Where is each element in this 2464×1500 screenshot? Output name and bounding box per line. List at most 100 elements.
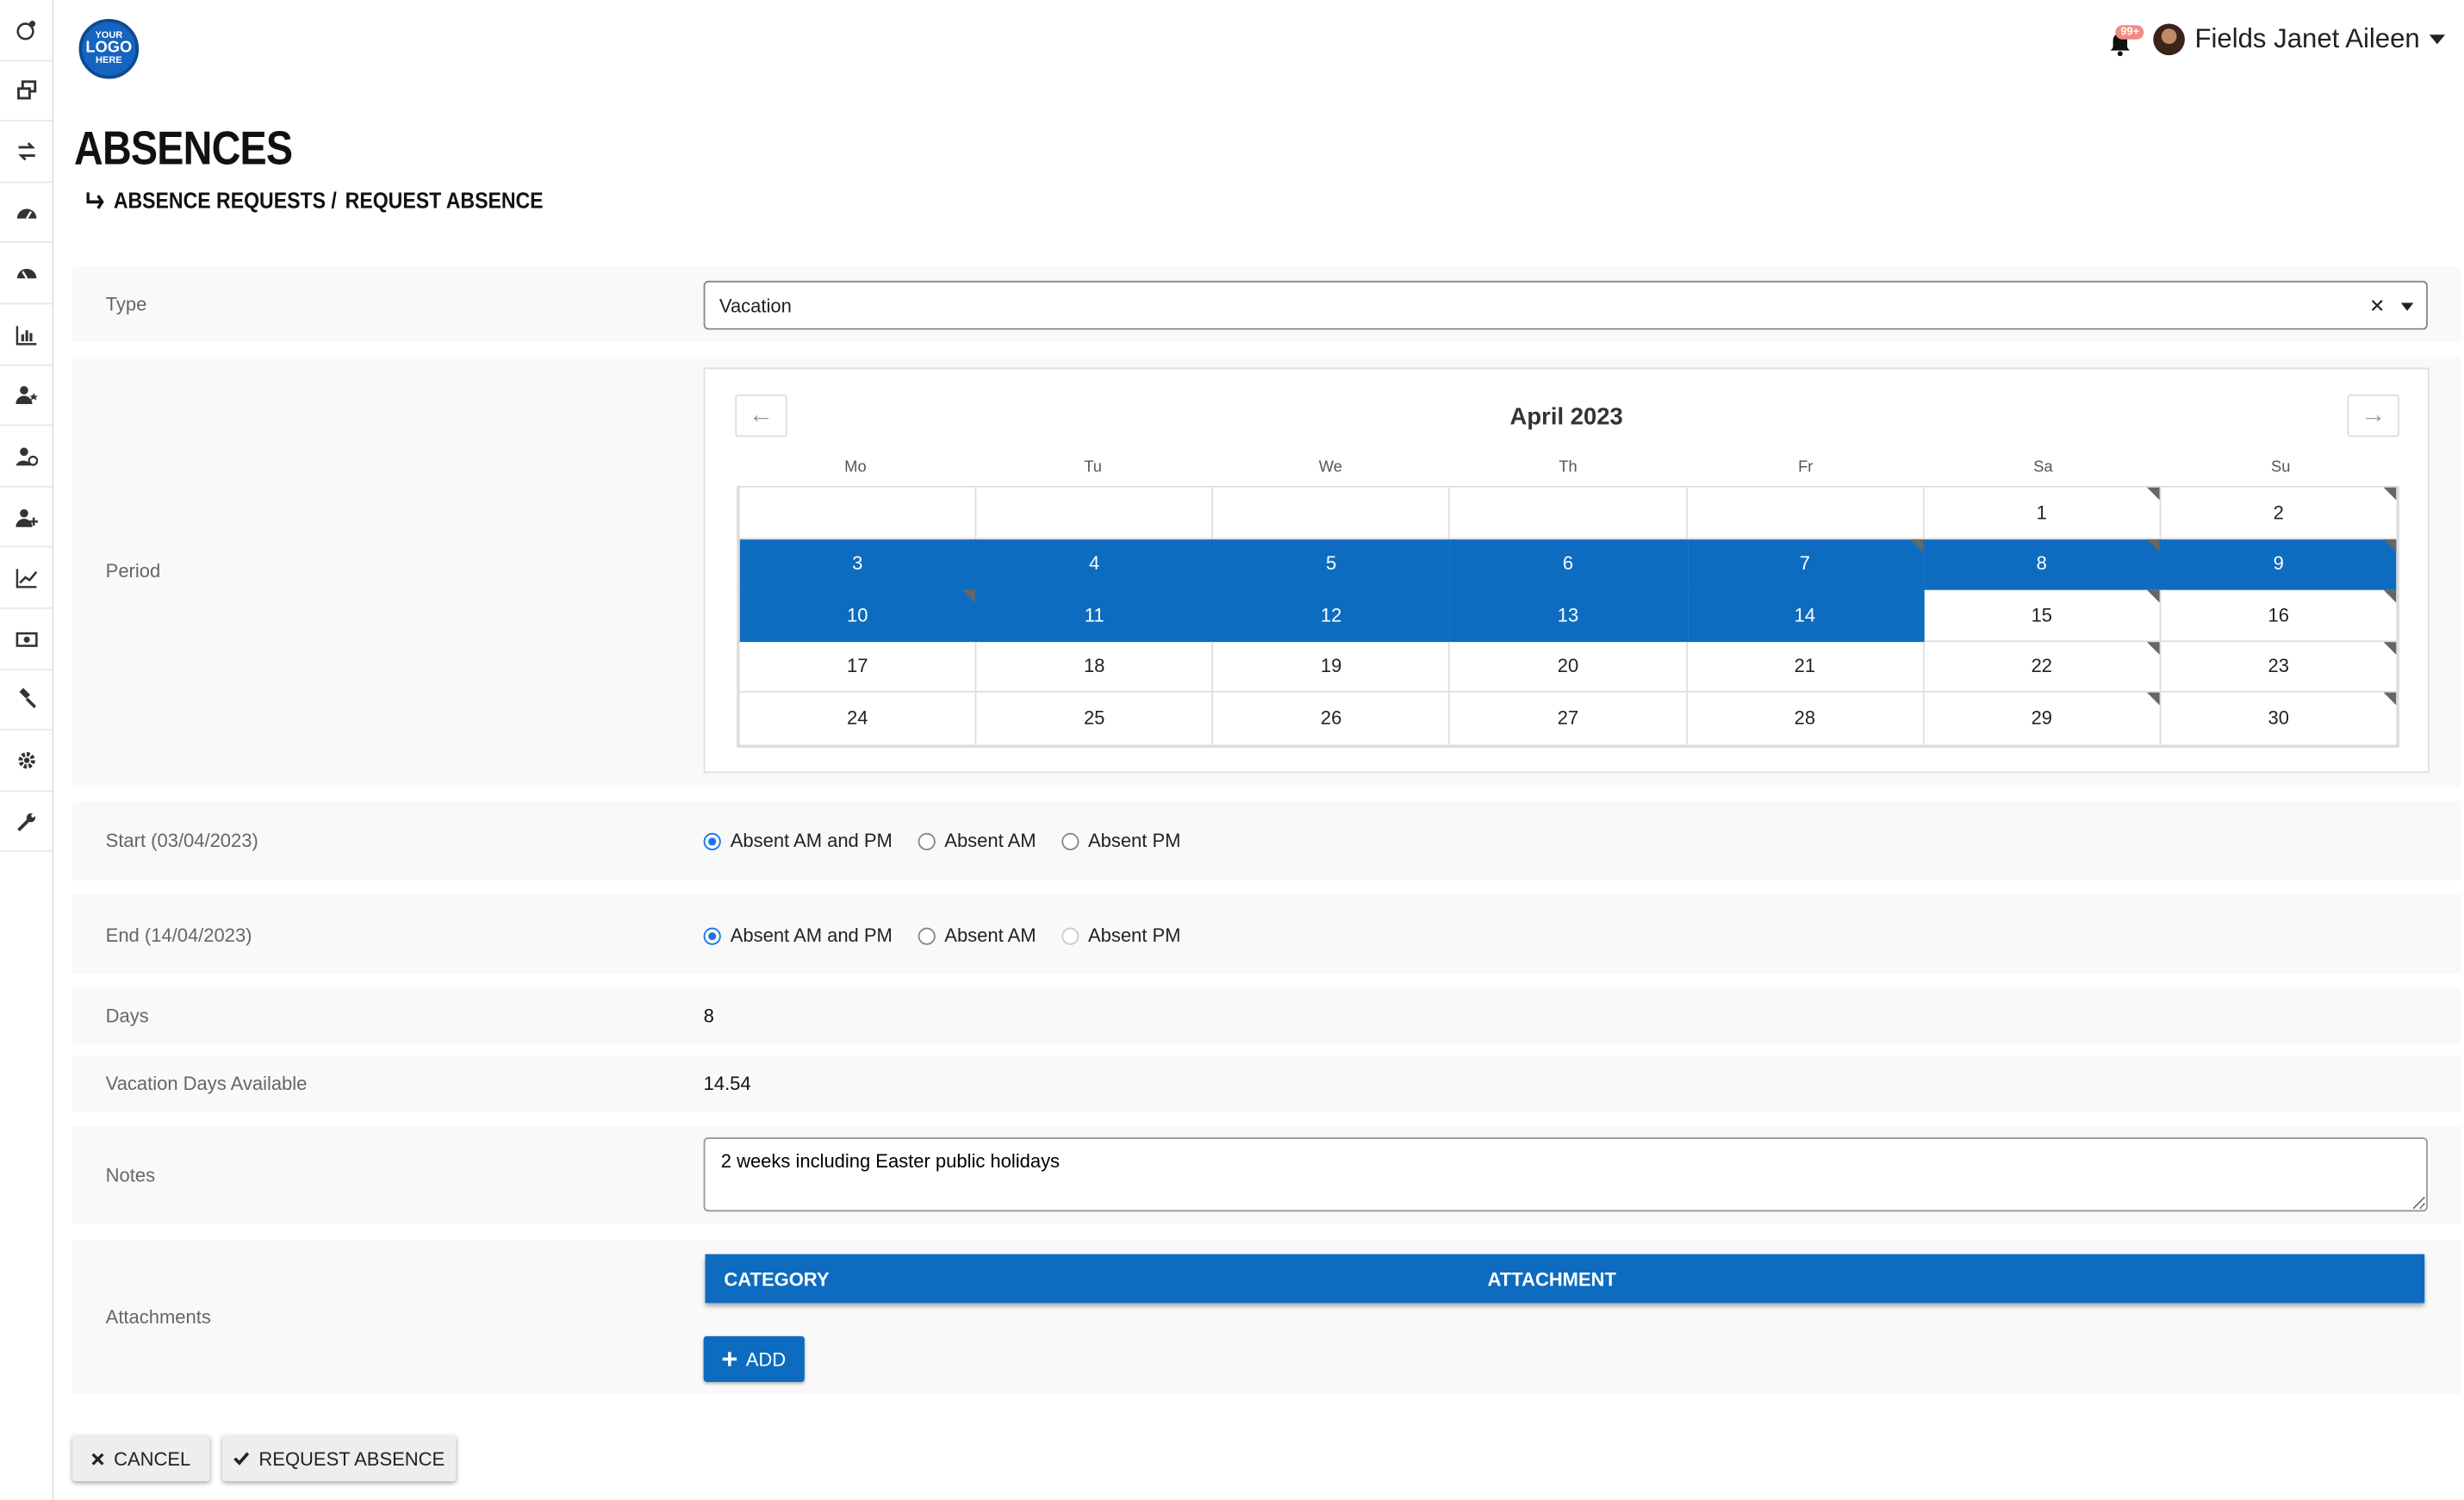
calendar-day[interactable]: 23 xyxy=(2161,641,2397,693)
calendar-day[interactable]: 28 xyxy=(1687,692,1925,744)
calendar-day[interactable]: 4 xyxy=(976,538,1214,590)
sidebar-item-dashboard-alt[interactable] xyxy=(0,244,53,305)
end-radio-option[interactable]: Absent PM xyxy=(1061,924,1181,947)
chevron-down-icon[interactable] xyxy=(2400,302,2414,311)
sidebar-item-user-clock[interactable] xyxy=(0,426,53,488)
sidebar-item-bar-chart[interactable] xyxy=(0,304,53,365)
start-radio-option[interactable]: Absent PM xyxy=(1061,830,1180,852)
calendar-day[interactable]: 8 xyxy=(1924,538,2162,590)
clear-icon[interactable]: ✕ xyxy=(2369,295,2386,318)
calendar-day[interactable]: 10 xyxy=(739,589,977,642)
sidebar-item-transfer[interactable] xyxy=(0,121,53,183)
close-icon xyxy=(91,1452,104,1465)
calendar-day[interactable]: 5 xyxy=(1213,538,1451,590)
calendar-day-number: 2 xyxy=(2273,501,2284,524)
money-icon xyxy=(15,632,37,647)
arrow-right-icon: → xyxy=(2361,401,2386,429)
type-value: Vacation xyxy=(719,294,792,317)
calendar-weekdays: Mo Tu We Th Fr Sa Su xyxy=(737,459,2399,476)
radio-button[interactable] xyxy=(703,926,721,944)
calendar-day[interactable]: 2 xyxy=(2161,487,2397,539)
calendar-day[interactable]: 17 xyxy=(739,641,977,693)
notes-label: Notes xyxy=(105,1164,156,1186)
sidebar-item-user-star[interactable] xyxy=(0,365,53,426)
start-radio-option[interactable]: Absent AM xyxy=(918,830,1036,852)
wrench-icon xyxy=(16,812,35,831)
chevron-down-icon xyxy=(2429,34,2446,45)
breadcrumb-absence-requests[interactable]: ABSENCE REQUESTS / xyxy=(113,187,337,214)
arrow-left-icon: ← xyxy=(748,401,775,429)
calendar-day[interactable]: 20 xyxy=(1450,641,1688,693)
calendar-day[interactable]: 9 xyxy=(2161,538,2397,590)
calendar-day[interactable]: 16 xyxy=(2161,589,2397,642)
calendar-day[interactable]: 27 xyxy=(1450,692,1688,744)
windows-icon xyxy=(16,81,36,101)
calendar-day[interactable]: 22 xyxy=(1924,641,2162,693)
calendar-title: April 2023 xyxy=(1509,403,1623,431)
type-select[interactable]: Vacation ✕ xyxy=(703,280,2428,330)
calendar-day[interactable]: 6 xyxy=(1450,538,1688,590)
sidebar-item-windows[interactable] xyxy=(0,61,53,122)
sidebar-item-money[interactable] xyxy=(0,609,53,670)
calendar-day[interactable]: 19 xyxy=(1213,641,1451,693)
calendar-day-number: 29 xyxy=(2031,706,2053,730)
start-radio-option[interactable]: Absent AM and PM xyxy=(703,830,893,852)
calendar-day-number: 21 xyxy=(1794,655,1816,677)
radio-button[interactable] xyxy=(1061,926,1079,944)
calendar-empty-cell xyxy=(1213,487,1451,539)
calendar-day[interactable]: 12 xyxy=(1213,589,1451,642)
bar-chart-icon xyxy=(15,326,36,345)
calendar-day[interactable]: 26 xyxy=(1213,692,1451,744)
calendar-day[interactable]: 25 xyxy=(976,692,1214,744)
day-marker-icon xyxy=(2383,641,2397,654)
sidebar-item-dashboard[interactable] xyxy=(0,183,53,244)
sidebar xyxy=(0,0,54,1500)
radio-label: Absent PM xyxy=(1087,924,1181,947)
calendar-day[interactable]: 1 xyxy=(1924,487,2162,539)
calendar-day[interactable]: 11 xyxy=(976,589,1214,642)
add-attachment-button[interactable]: ADD xyxy=(703,1335,805,1382)
user-clock-icon xyxy=(15,447,38,466)
calendar-week-row: 10 11 12 13 14 15 16 xyxy=(739,589,2397,642)
calendar-day[interactable]: 29 xyxy=(1924,692,2162,744)
calendar-day[interactable]: 21 xyxy=(1687,641,1925,693)
end-radio-option[interactable]: Absent AM xyxy=(918,924,1036,947)
weekday-label: Sa xyxy=(2033,458,2053,476)
cancel-button[interactable]: CANCEL xyxy=(72,1435,210,1482)
calendar-day[interactable]: 3 xyxy=(739,538,977,590)
sidebar-item-tools[interactable] xyxy=(0,792,53,853)
request-absence-button[interactable]: REQUEST ABSENCE xyxy=(222,1435,457,1482)
sidebar-item-settings[interactable] xyxy=(0,731,53,792)
prev-month-button[interactable]: ← xyxy=(735,394,787,438)
radio-button[interactable] xyxy=(1061,831,1079,850)
calendar-day[interactable]: 30 xyxy=(2161,692,2397,744)
calendar-day-number: 23 xyxy=(2268,655,2289,677)
calendar-day-number: 8 xyxy=(2036,552,2047,575)
sidebar-item-user-globe[interactable] xyxy=(0,0,53,61)
end-radio-option[interactable]: Absent AM and PM xyxy=(703,924,893,947)
calendar-day-number: 5 xyxy=(1325,552,1337,575)
notifications-button[interactable]: 99+ xyxy=(2103,22,2144,57)
calendar-day[interactable]: 15 xyxy=(1924,589,2162,642)
calendar-day[interactable]: 18 xyxy=(976,641,1214,693)
sidebar-item-user-add[interactable] xyxy=(0,487,53,548)
user-menu[interactable]: Fields Janet Aileen xyxy=(2153,23,2446,56)
end-row: End (14/04/2023) Absent AM and PM Absent … xyxy=(72,894,2461,974)
radio-button[interactable] xyxy=(703,831,721,850)
days-value: 8 xyxy=(703,1005,714,1027)
days-row: Days 8 xyxy=(72,987,2461,1045)
calendar-day[interactable]: 7 xyxy=(1687,538,1925,590)
sidebar-item-line-chart[interactable] xyxy=(0,548,53,609)
calendar-day[interactable]: 14 xyxy=(1687,589,1925,642)
calendar-day[interactable]: 24 xyxy=(739,692,977,744)
radio-button[interactable] xyxy=(918,926,936,944)
sidebar-item-gavel[interactable] xyxy=(0,669,53,731)
next-month-button[interactable]: → xyxy=(2347,394,2399,438)
calendar-day[interactable]: 13 xyxy=(1450,589,1688,642)
notes-textarea[interactable]: 2 weeks including Easter public holidays xyxy=(703,1137,2428,1212)
day-marker-icon xyxy=(2383,589,2397,603)
radio-button[interactable] xyxy=(918,831,936,850)
company-logo[interactable]: YOUR LOGO HERE xyxy=(78,18,140,79)
line-chart-icon xyxy=(15,569,37,588)
calendar-day-number: 15 xyxy=(2031,603,2053,626)
